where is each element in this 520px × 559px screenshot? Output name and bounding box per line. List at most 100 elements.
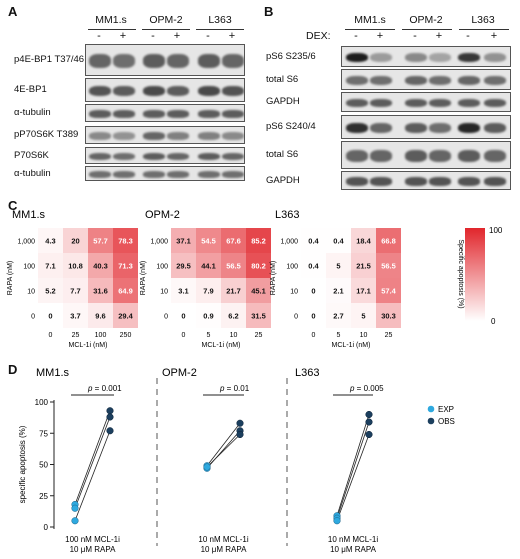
- heatmap-cell: [351, 303, 376, 328]
- blot-band: [89, 132, 111, 140]
- group-line: [345, 29, 395, 30]
- p-value-label: p = 0.005: [349, 384, 384, 393]
- heatmap-value: 5: [336, 262, 340, 271]
- p-value-label: p = 0.01: [219, 384, 250, 393]
- heatmap-x-tick: 10: [360, 332, 368, 339]
- heatmap-value: 31.5: [251, 312, 266, 321]
- blot-row-label: pS6 S240/4: [266, 121, 316, 132]
- blot-band: [198, 132, 220, 140]
- pair-line: [206, 423, 241, 466]
- dex-sign-b-2: -: [413, 30, 417, 42]
- heatmap-cell: [246, 253, 271, 278]
- heatmap-x-label: MCL-1i (nM): [332, 342, 371, 349]
- heatmap-value: 5.2: [45, 287, 55, 296]
- heatmap-y-tick: 10: [27, 289, 35, 296]
- heatmap-cell: [63, 303, 88, 328]
- blot-row-label: P70S6K: [14, 149, 49, 161]
- obs-point: [236, 419, 244, 427]
- blot-band: [429, 122, 451, 134]
- blot-band: [89, 110, 111, 118]
- blot-band: [89, 171, 111, 178]
- heatmap-x-tick: 250: [120, 332, 132, 339]
- x-label-line1: 100 nM MCL-1i: [65, 535, 120, 544]
- dex-sign-b-5: +: [490, 30, 498, 42]
- heatmap-value: 21.7: [226, 287, 241, 296]
- heatmap-value: 21.5: [356, 262, 371, 271]
- y-tick-label: 0: [44, 523, 49, 532]
- blot-band: [484, 149, 506, 163]
- cell-line-b-1: OPM-2: [409, 14, 443, 26]
- heatmap-x-tick: 0: [182, 332, 186, 339]
- heatmap-value: 0.4: [308, 237, 319, 246]
- heatmap-title: MM1.s: [12, 209, 46, 221]
- heatmap-y-tick: 10: [160, 289, 168, 296]
- blot-band: [167, 85, 189, 97]
- blot-band: [429, 75, 451, 86]
- blot-row-label: pP70S6K T389: [14, 129, 79, 140]
- blot-band: [198, 110, 220, 118]
- blot-band: [222, 152, 244, 161]
- blot-band: [113, 110, 135, 118]
- blot-band: [370, 149, 392, 163]
- blot-band: [346, 177, 368, 186]
- blot-band: [143, 152, 165, 161]
- blot-band: [143, 53, 165, 69]
- blot-band: [458, 52, 480, 63]
- x-label-line1: 10 nM MCL-1i: [198, 535, 248, 544]
- obs-point: [106, 413, 114, 421]
- exp-point: [333, 517, 341, 525]
- exp-point: [71, 517, 79, 525]
- heatmap-value: 44.1: [201, 262, 216, 271]
- heatmap-cell: [246, 278, 271, 303]
- heatmap-cell: [171, 278, 196, 303]
- heatmap-x-tick: 0: [312, 332, 316, 339]
- heatmap-x-tick: 0: [49, 332, 53, 339]
- heatmap-cell: [63, 228, 88, 253]
- heatmap-x-label: MCL-1i (nM): [202, 342, 241, 349]
- heatmap-value: 3.7: [70, 312, 80, 321]
- colorbar-max-tick: 100: [489, 226, 503, 235]
- dex-label: DEX:: [306, 30, 331, 42]
- heatmap-value: 31.6: [93, 287, 108, 296]
- heatmap-y-tick: 1,000: [17, 239, 35, 246]
- blot-row-label: 4E-BP1: [14, 84, 47, 95]
- heatmap-value: 56.5: [226, 262, 241, 271]
- panel-letter-d: D: [8, 362, 18, 377]
- heatmap-cell: [113, 228, 138, 253]
- dex-sign-b-4: -: [466, 30, 470, 42]
- p-value: = 0.01: [224, 384, 249, 393]
- heatmap-cell: [301, 228, 326, 253]
- group-title: OPM-2: [162, 367, 197, 379]
- heatmap-figure: MM1.s 4.3 20 57.7 78.3 7.1 10.8 40.3 71.3 5.2 7.7 3…: [7, 209, 503, 349]
- heatmap-cell: [171, 253, 196, 278]
- blot-band: [405, 98, 427, 108]
- heatmap-value: 4.3: [45, 237, 55, 246]
- blot-band: [167, 171, 189, 178]
- blot-band: [346, 98, 368, 108]
- heatmap-cell: [88, 228, 113, 253]
- heatmap-cell: [301, 253, 326, 278]
- blot-band: [370, 98, 392, 108]
- heatmap-cell: [171, 303, 196, 328]
- heatmap-cell: [63, 253, 88, 278]
- pair-line: [74, 410, 111, 505]
- heatmap-cell: [88, 253, 113, 278]
- heatmap-y-label: RAPA (nM): [7, 261, 14, 296]
- heatmap-value: 0.4: [308, 262, 319, 271]
- p-value: = 0.005: [354, 384, 384, 393]
- heatmap-value: 20: [71, 237, 79, 246]
- blot-band: [405, 149, 427, 163]
- heatmap-x-tick: 100: [95, 332, 107, 339]
- panel-letter-b: B: [264, 4, 274, 19]
- heatmap-cell: [63, 278, 88, 303]
- blot-band: [113, 132, 135, 140]
- blot-band: [167, 132, 189, 140]
- heatmap-cell: [196, 253, 221, 278]
- heatmap-value: 9.6: [95, 312, 105, 321]
- dex-sign-a-5: +: [228, 30, 236, 42]
- blot-band: [113, 85, 135, 97]
- blot-band: [113, 152, 135, 161]
- blot-band: [458, 75, 480, 86]
- obs-point: [365, 430, 373, 439]
- dex-sign-b-1: +: [376, 30, 384, 42]
